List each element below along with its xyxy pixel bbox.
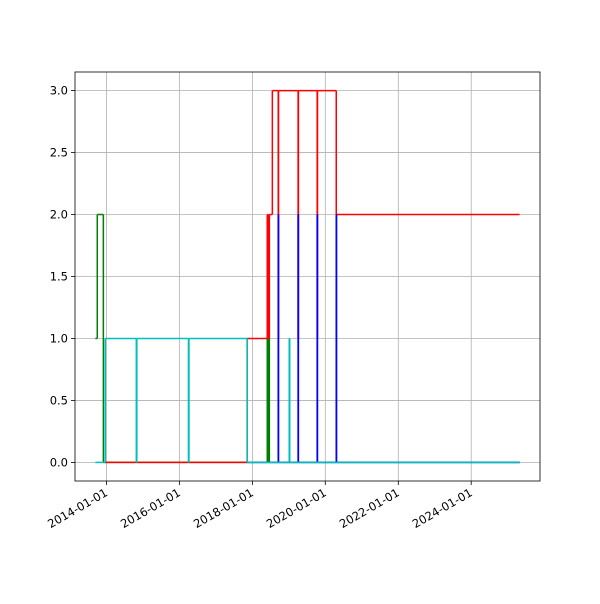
x-tick-label: 2022-01-01 bbox=[337, 485, 402, 531]
y-tick-label: 3.0 bbox=[50, 84, 68, 98]
series bbox=[95, 337, 520, 464]
x-tick-label: 2020-01-01 bbox=[264, 485, 329, 531]
y-tick-label: 1.0 bbox=[50, 331, 68, 345]
y-tick-label: 1.5 bbox=[50, 270, 68, 284]
x-tick-label: 2024-01-01 bbox=[410, 485, 475, 531]
y-tick-label: 0.5 bbox=[50, 393, 68, 407]
y-tick-label: 0.0 bbox=[50, 455, 68, 469]
x-tick-label: 2016-01-01 bbox=[118, 485, 183, 531]
y-tick-label: 2.0 bbox=[50, 208, 68, 222]
x-tick-label: 2018-01-01 bbox=[191, 485, 256, 531]
plot-frame bbox=[74, 71, 541, 482]
x-tick-label: 2014-01-01 bbox=[45, 485, 110, 531]
y-tick-label: 2.5 bbox=[50, 146, 68, 160]
